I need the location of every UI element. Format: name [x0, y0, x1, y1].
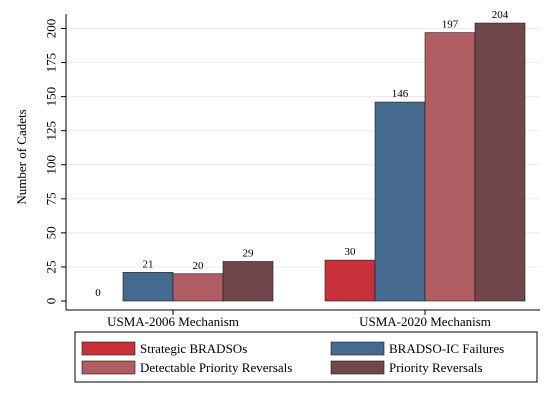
legend-label: Strategic BRADSOs — [140, 341, 247, 356]
y-tick-label: 125 — [44, 121, 59, 141]
bar — [374, 101, 426, 302]
y-tick-label: 75 — [44, 192, 59, 205]
y-tick-label: 200 — [44, 19, 59, 39]
bar — [172, 273, 224, 302]
y-tick-label: 0 — [44, 298, 59, 305]
data-label: 30 — [345, 246, 357, 258]
legend-box — [74, 331, 538, 383]
legend-label: BRADSO-IC Failures — [389, 341, 504, 356]
legend-swatch — [330, 341, 385, 356]
y-tick-label: 150 — [44, 87, 59, 107]
legend-swatch — [81, 341, 136, 356]
data-label: 29 — [243, 247, 255, 259]
data-labels: 0 21 20 29 30 146 197 204 — [95, 9, 509, 299]
data-label: 0 — [95, 287, 101, 299]
bars — [122, 22, 526, 302]
data-label: 204 — [492, 9, 509, 21]
y-tick-label: 25 — [44, 260, 59, 273]
data-label: 197 — [442, 19, 459, 31]
y-tick-label: 50 — [44, 226, 59, 239]
legend-swatch — [81, 360, 136, 375]
legend-swatch — [330, 360, 385, 375]
data-label: 20 — [193, 260, 205, 272]
legend-label: Priority Reversals — [389, 360, 483, 375]
x-tick-label: USMA-2006 Mechanism — [107, 314, 239, 329]
data-label: 21 — [143, 258, 154, 270]
x-tick-label: USMA-2020 Mechanism — [359, 314, 491, 329]
bar — [424, 32, 476, 302]
bar — [122, 272, 174, 302]
bar — [222, 261, 274, 302]
data-label: 146 — [392, 88, 409, 100]
legend: Strategic BRADSOs BRADSO-IC Failures Detec… — [74, 331, 538, 383]
y-axis-title: Number of Cadets — [14, 109, 29, 204]
bar — [324, 259, 376, 302]
legend-label: Detectable Priority Reversals — [140, 360, 292, 375]
y-axis: 0 25 50 75 100 125 150 175 200 — [44, 14, 67, 310]
x-axis: USMA-2006 Mechanism USMA-2020 Mechanism — [66, 309, 540, 329]
y-tick-label: 175 — [44, 53, 59, 73]
y-tick-label: 100 — [44, 155, 59, 175]
bar — [474, 22, 526, 302]
